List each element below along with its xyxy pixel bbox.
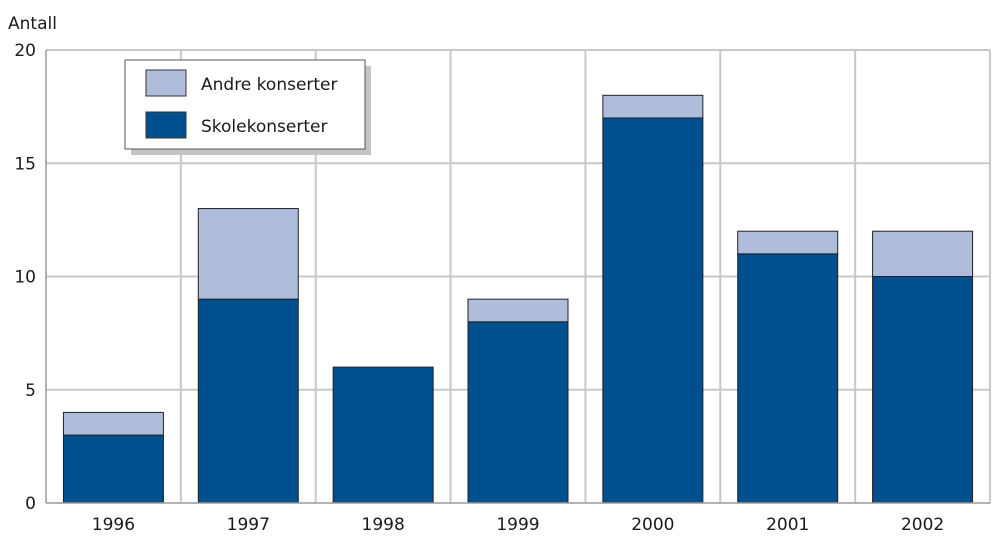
bar-skolekonserter-1999 [467, 321, 569, 504]
bar-skolekonserter-1997 [197, 298, 299, 504]
bar-andre-konserter-2001 [737, 230, 839, 255]
legend-swatch-andre-konserter [145, 69, 187, 97]
bars [62, 94, 974, 504]
y-tick-labels: 0 5 10 15 20 [14, 41, 36, 514]
bar-skolekonserter-2001 [737, 253, 839, 504]
y-tick-label: 10 [14, 268, 36, 288]
bar-andre-konserter-1999 [467, 298, 569, 323]
y-tick-label: 20 [14, 41, 36, 61]
x-tick-label: 2002 [901, 515, 944, 535]
bar-skolekonserter-1998 [332, 366, 434, 504]
y-tick-label: 0 [25, 494, 36, 514]
y-tick-label: 5 [25, 381, 36, 401]
y-axis-label: Antall [8, 14, 57, 34]
x-tick-label: 2001 [766, 515, 809, 535]
bar-andre-konserter-1997 [197, 208, 299, 300]
legend-label-andre-konserter: Andre konserter [201, 75, 338, 95]
bar-skolekonserter-2000 [602, 117, 704, 504]
bar-andre-konserter-2000 [602, 94, 704, 119]
x-tick-label: 2000 [631, 515, 674, 535]
axes [45, 50, 990, 504]
bar-skolekonserter-1996 [62, 434, 164, 504]
bar-andre-konserter-2002 [872, 230, 974, 277]
legend: Andre konserter Skolekonserter [124, 59, 371, 155]
legend-label-skolekonserter: Skolekonserter [201, 117, 327, 137]
x-tick-label: 1997 [227, 515, 270, 535]
y-tick-label: 15 [14, 154, 36, 174]
x-tick-label: 1999 [496, 515, 539, 535]
x-tick-label: 1996 [92, 515, 135, 535]
legend-swatch-skolekonserter [145, 111, 187, 139]
bar-andre-konserter-1996 [62, 411, 164, 436]
x-tick-label: 1998 [362, 515, 405, 535]
x-tick-labels: 1996 1997 1998 1999 2000 2001 2002 [92, 515, 944, 535]
bar-skolekonserter-2002 [872, 276, 974, 504]
